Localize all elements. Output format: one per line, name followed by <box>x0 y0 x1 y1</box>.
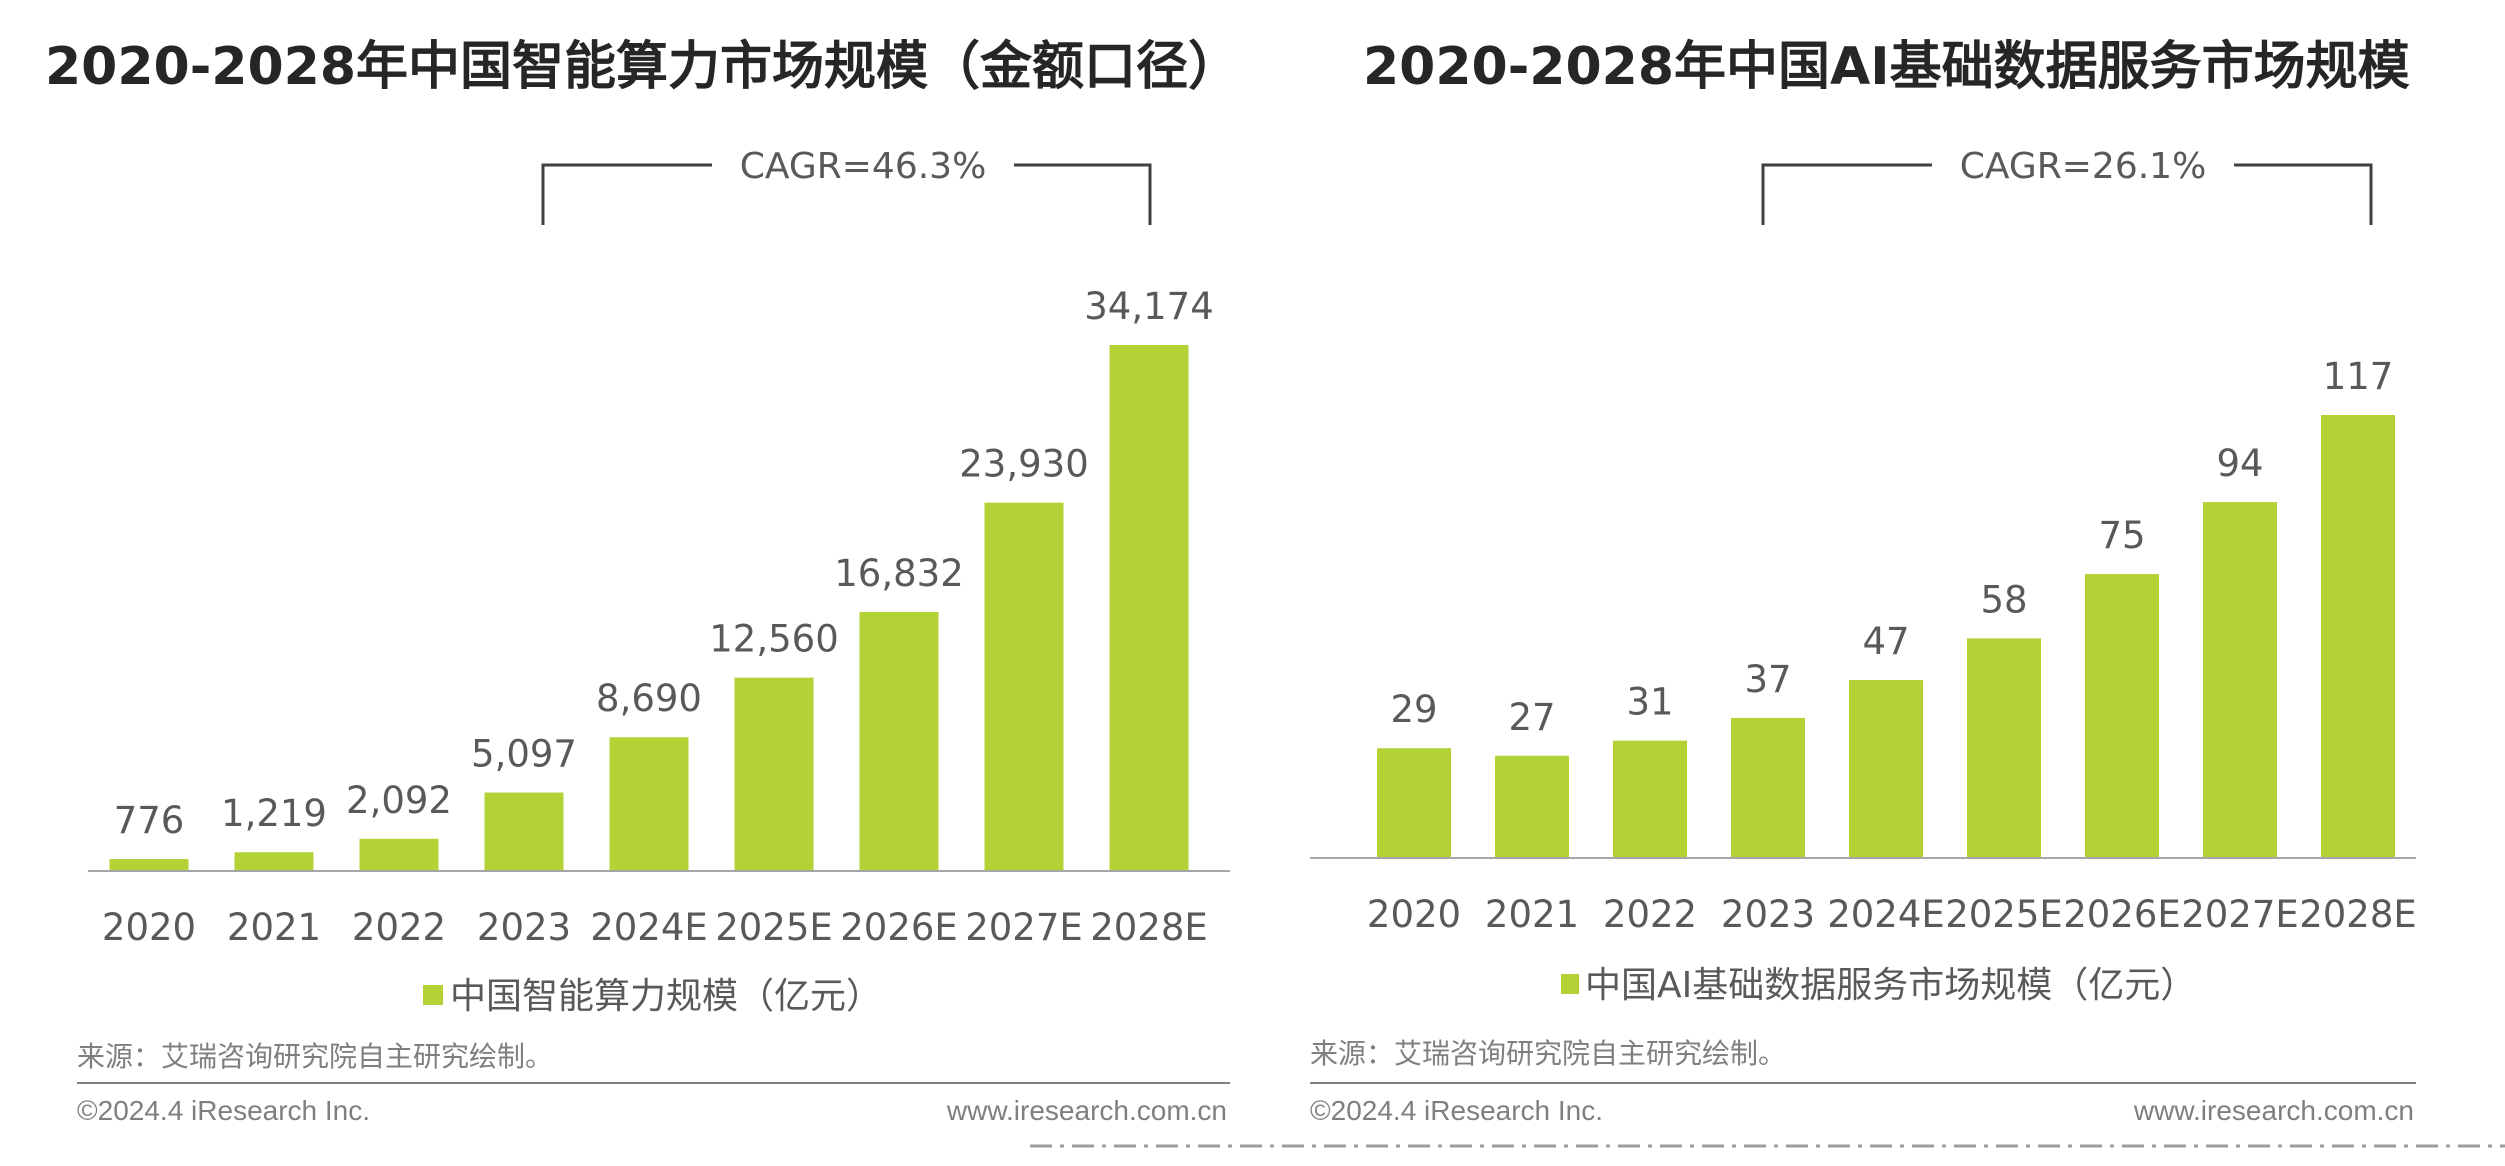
x-tick-label: 2021 <box>1485 893 1579 936</box>
copyright: ©2024.4 iResearch Inc. <box>1310 1095 1603 1126</box>
x-tick-label: 2027E <box>2181 893 2299 936</box>
x-tick-label: 2024E <box>590 906 708 949</box>
bar-2024E <box>609 737 689 871</box>
x-tick-label: 2024E <box>1827 893 1945 936</box>
data-label: 47 <box>1862 620 1909 663</box>
bar-2021 <box>234 852 314 871</box>
x-tick-label: 2022 <box>1603 893 1697 936</box>
cagr-label: CAGR=46.3% <box>740 146 987 187</box>
bar-2022 <box>1613 740 1687 858</box>
x-tick-label: 2028E <box>2299 893 2417 936</box>
x-tick-label: 2025E <box>1945 893 2063 936</box>
x-tick-label: 2026E <box>2063 893 2181 936</box>
cagr-label: CAGR=26.1% <box>1960 146 2207 187</box>
source-note: 来源：艾瑞咨询研究院自主研究绘制。 <box>1310 1037 1786 1070</box>
legend-swatch <box>423 985 443 1005</box>
data-label: 29 <box>1390 688 1437 731</box>
bar-2028E <box>2321 415 2395 858</box>
data-label: 94 <box>2216 442 2263 485</box>
legend-swatch <box>1561 974 1579 994</box>
x-tick-label: 2022 <box>352 906 446 949</box>
data-label: 1,219 <box>221 792 327 835</box>
data-label: 8,690 <box>596 677 702 720</box>
cagr-bracket <box>1761 163 2373 225</box>
data-label: 2,092 <box>346 779 452 822</box>
bar-2027E <box>984 502 1064 871</box>
chart-title: 2020-2028年中国AI基础数据服务市场规模 <box>1363 37 2410 97</box>
bar-2024E <box>1849 680 1923 858</box>
cagr-bracket <box>541 163 1152 225</box>
bar-2020 <box>1377 748 1451 858</box>
bar-2027E <box>2203 502 2277 858</box>
data-label: 34,174 <box>1084 285 1213 328</box>
bar-2020 <box>109 859 189 871</box>
data-label: 117 <box>2323 355 2394 398</box>
data-label: 16,832 <box>834 552 963 595</box>
x-tick-label: 2023 <box>1721 893 1815 936</box>
bar-2023 <box>1731 717 1805 858</box>
x-tick-label: 2021 <box>227 906 321 949</box>
bar-2026E <box>2085 574 2159 858</box>
bar-2021 <box>1495 755 1569 858</box>
chart-left: 2020-2028年中国智能算力市场规模（金额口径） CAGR=46.3% 77… <box>45 37 1240 1126</box>
bar-2026E <box>859 611 939 871</box>
x-tick-label: 2028E <box>1090 906 1208 949</box>
data-label: 75 <box>2098 514 2145 557</box>
x-tick-label: 2020 <box>1367 893 1461 936</box>
legend-label: 中国智能算力规模（亿元） <box>450 976 882 1017</box>
x-tick-label: 2026E <box>840 906 958 949</box>
website-link[interactable]: www.iresearch.com.cn <box>946 1095 1227 1126</box>
bar-2023 <box>484 792 564 871</box>
bar-2025E <box>734 677 814 871</box>
chart-title: 2020-2028年中国智能算力市场规模（金额口径） <box>45 37 1240 97</box>
bar-2028E <box>1109 345 1189 871</box>
bar-2025E <box>1967 638 2041 858</box>
data-label: 37 <box>1744 658 1791 701</box>
legend-label: 中国AI基础数据服务市场规模（亿元） <box>1585 965 2196 1006</box>
data-label: 23,930 <box>959 443 1088 486</box>
data-label: 5,097 <box>471 733 577 776</box>
x-tick-label: 2025E <box>715 906 833 949</box>
data-label: 776 <box>114 799 185 842</box>
data-label: 58 <box>1980 578 2027 621</box>
x-tick-label: 2020 <box>102 906 196 949</box>
x-tick-label: 2023 <box>477 906 571 949</box>
data-label: 12,560 <box>709 618 838 661</box>
bars: 776 2020 1,219 2021 2,092 2022 5,097 2023 8,690 2… <box>102 285 1214 949</box>
chart-right: 2020-2028年中国AI基础数据服务市场规模 CAGR=26.1% 29 20… <box>1310 37 2417 1126</box>
bar-2022 <box>359 838 439 871</box>
copyright: ©2024.4 iResearch Inc. <box>77 1095 370 1126</box>
x-tick-label: 2027E <box>965 906 1083 949</box>
bars: 29 2020 27 2021 31 2022 37 2023 47 2024E 58 2025E 75… <box>1367 355 2417 936</box>
source-note: 来源：艾瑞咨询研究院自主研究绘制。 <box>77 1040 553 1073</box>
data-label: 31 <box>1626 681 1673 724</box>
website-link[interactable]: www.iresearch.com.cn <box>2133 1095 2414 1126</box>
data-label: 27 <box>1508 696 1555 739</box>
